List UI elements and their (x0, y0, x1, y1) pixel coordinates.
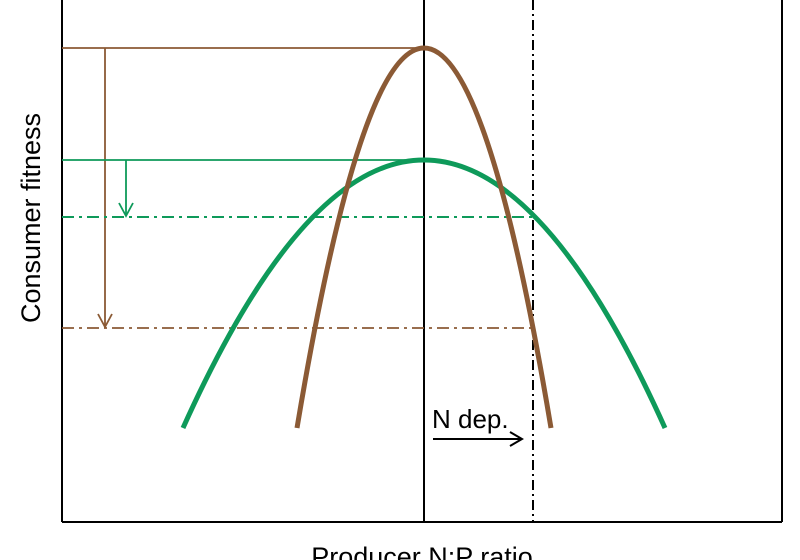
green-arrowhead (118, 202, 134, 218)
n-dep-arrowhead (509, 431, 524, 447)
brown-curve (294, 45, 554, 429)
y-axis-label: Consumer fitness (16, 113, 46, 323)
brown-arrowhead (97, 313, 113, 329)
n-dep-label: N dep. (432, 404, 509, 434)
x-axis-label: Producer N:P ratio (311, 542, 533, 560)
green-curve (180, 157, 668, 430)
